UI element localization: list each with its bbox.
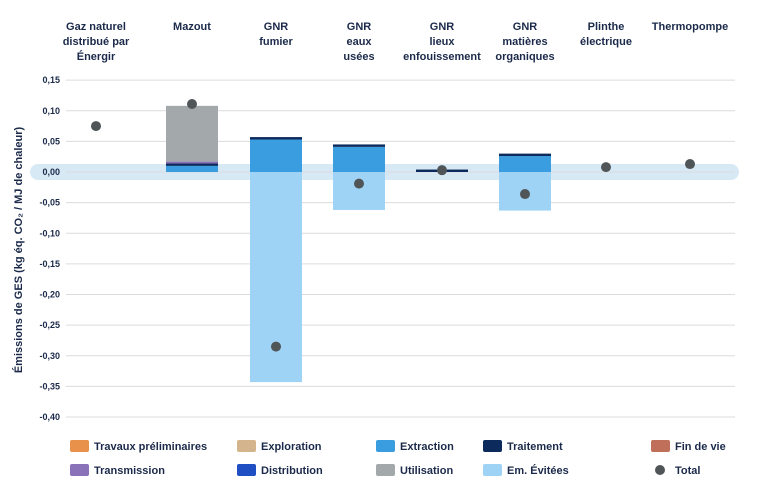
legend-label: Em. Évitées xyxy=(507,464,569,477)
y-tick-label: 0,10 xyxy=(42,106,60,116)
legend-item: Transmission xyxy=(70,464,165,477)
legend-label: Distribution xyxy=(261,465,323,477)
total-marker xyxy=(685,159,695,170)
total-marker xyxy=(271,341,281,352)
legend-label: Travaux préliminaires xyxy=(94,441,207,453)
legend-swatch xyxy=(376,464,395,476)
y-tick-label: 0,00 xyxy=(42,167,60,177)
total-marker xyxy=(91,121,101,132)
category-label: Plinthe électrique xyxy=(580,21,632,48)
y-tick-label: -0,05 xyxy=(39,198,60,208)
bar-segment-traitement xyxy=(499,153,551,157)
legend-swatch xyxy=(483,440,502,452)
legend-item: Traitement xyxy=(483,440,563,453)
legend-label: Transmission xyxy=(94,465,165,477)
legend-item: Extraction xyxy=(376,440,454,453)
legend-item: Exploration xyxy=(237,440,322,453)
total-marker xyxy=(437,165,447,176)
legend-item: Distribution xyxy=(237,464,323,477)
legend-swatch xyxy=(651,440,670,452)
legend-label: Exploration xyxy=(261,441,322,453)
legend-swatch xyxy=(237,464,256,476)
bar-segment-transmission xyxy=(166,161,218,164)
total-marker xyxy=(354,178,364,189)
legend-swatch xyxy=(483,464,502,476)
bar-segment-traitement xyxy=(250,137,302,140)
bar-segment-traitement xyxy=(333,144,385,147)
y-tick-label: -0,20 xyxy=(39,290,60,300)
y-tick-label: 0,15 xyxy=(42,75,60,85)
category-label: Gaz naturel distribué par Énergir xyxy=(63,21,130,63)
legend-swatch xyxy=(70,464,89,476)
y-tick-label: -0,40 xyxy=(39,412,60,422)
legend-swatch-total xyxy=(655,465,665,475)
total-marker xyxy=(601,162,611,173)
y-tick-label: -0,30 xyxy=(39,351,60,361)
legend-label: Utilisation xyxy=(400,465,453,477)
y-tick-label: -0,35 xyxy=(39,381,60,391)
bar-segment-extraction xyxy=(333,146,385,172)
y-tick-label: 0,05 xyxy=(42,136,60,146)
legend-label: Extraction xyxy=(400,441,454,453)
legend-swatch xyxy=(237,440,256,452)
y-axis-ticks: 0,15 0,10 0,05 0,00 -0,05 -0,10 -0,15 -0,20 -0,2… xyxy=(39,75,60,422)
category-label: Thermopompe xyxy=(652,21,728,33)
legend-item: Total xyxy=(655,465,700,477)
legend-swatch xyxy=(70,440,89,452)
legend-swatch xyxy=(376,440,395,452)
category-label: GNR matières organiques xyxy=(495,21,554,63)
legend-item: Fin de vie xyxy=(651,440,726,453)
total-marker xyxy=(520,189,530,200)
total-markers xyxy=(91,99,695,352)
y-tick-label: -0,10 xyxy=(39,228,60,238)
category-labels: Gaz naturel distribué par Énergir Mazout GNR… xyxy=(63,21,729,63)
category-label: GNR eaux usées xyxy=(343,21,374,63)
legend-item: Em. Évitées xyxy=(483,464,569,477)
gridlines xyxy=(66,79,735,418)
bar-segment-traitement xyxy=(166,163,218,166)
y-axis-label: Émissions de GES (kg éq. CO₂ / MJ de cha… xyxy=(12,126,25,373)
bars xyxy=(166,105,551,383)
category-label: GNR fumier xyxy=(259,21,293,48)
bar-segment-extraction xyxy=(499,156,551,172)
category-label: Mazout xyxy=(173,21,211,33)
total-marker xyxy=(187,99,197,110)
bar-segment-extraction xyxy=(250,139,302,172)
bar-segment-em-vit-es xyxy=(333,172,385,210)
bar-segment-extraction xyxy=(166,165,218,172)
category-label: GNR lieux enfouissement xyxy=(403,21,481,63)
legend-label: Fin de vie xyxy=(675,441,726,453)
y-tick-label: -0,15 xyxy=(39,259,60,269)
legend: Travaux préliminaires Exploration Extracti… xyxy=(70,440,726,477)
legend-item: Travaux préliminaires xyxy=(70,440,207,453)
legend-item: Utilisation xyxy=(376,464,453,477)
bar-segment-utilisation xyxy=(166,105,218,162)
y-tick-label: -0,25 xyxy=(39,320,60,330)
legend-label: Traitement xyxy=(507,441,563,453)
legend-label: Total xyxy=(675,465,700,477)
